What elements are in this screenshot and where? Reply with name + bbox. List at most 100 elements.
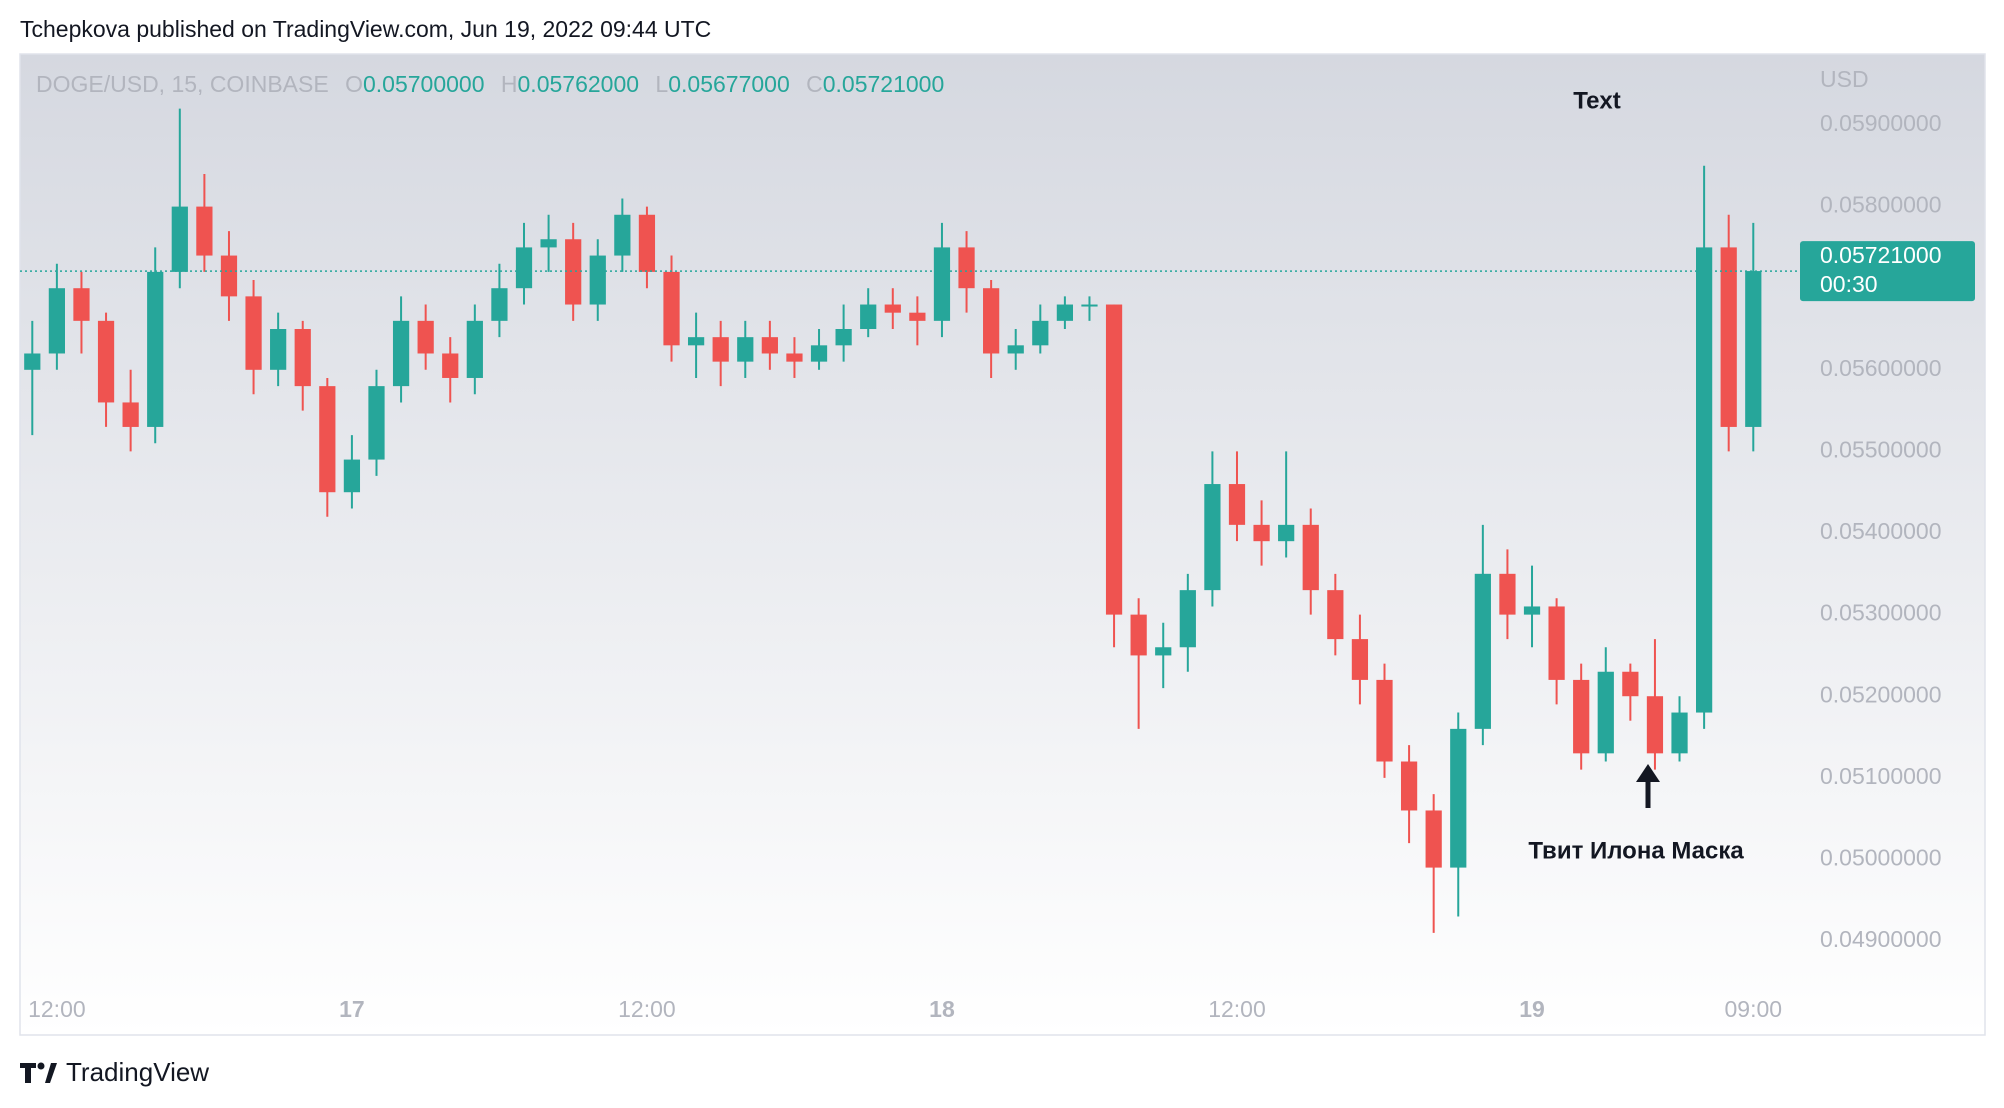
price-tag-countdown: 00:30 [1820, 271, 1878, 297]
candle-body [220, 255, 238, 297]
chart-frame [19, 53, 1986, 1036]
candle-body [1081, 304, 1098, 307]
candle-body [294, 329, 311, 387]
candle-body [958, 247, 975, 289]
candle-body [1302, 524, 1319, 591]
x-tick-label: 12:00 [618, 996, 676, 1022]
candle-body [1400, 761, 1418, 811]
annotation-arrow [1636, 764, 1660, 808]
candle-body [1007, 345, 1024, 354]
symbol: DOGE/USD, 15, COINBASE [36, 71, 329, 97]
candle-body [1671, 712, 1688, 754]
candle-body [860, 304, 877, 330]
y-tick-label: 0.05800000 [1820, 192, 1942, 218]
candle-body [122, 402, 139, 427]
candle-body [1130, 614, 1147, 656]
candle-body [786, 353, 803, 362]
candle-body [466, 320, 483, 378]
candle-body [196, 206, 213, 256]
candle-body [1597, 671, 1614, 754]
y-tick-label: 0.05600000 [1820, 355, 1942, 381]
candle-body [884, 304, 901, 313]
candle-body [491, 288, 508, 321]
price-tag [1800, 241, 1975, 302]
annotation: Text [1573, 87, 1621, 114]
candle-body [1376, 679, 1393, 762]
candle-body [1548, 606, 1565, 680]
candle-body [48, 288, 65, 354]
candle-body [810, 345, 828, 362]
byline: Tchepkova published on TradingView.com, … [20, 16, 711, 42]
candle-body [392, 320, 410, 387]
y-tick-label: 0.05200000 [1820, 681, 1942, 707]
brand-logo [20, 1062, 57, 1083]
candle-body [1696, 247, 1713, 713]
candle-body [761, 337, 778, 354]
y-tick-label: 0.05100000 [1820, 763, 1942, 789]
candle-body [147, 271, 164, 427]
candle-body [933, 247, 951, 321]
candle-body [1351, 639, 1369, 680]
candle-body [1745, 271, 1762, 427]
field-value: 0.05762000 [518, 71, 640, 97]
candle-body [1523, 606, 1541, 615]
candle-body [1720, 247, 1737, 427]
field-key: C [806, 71, 823, 97]
candle-body [1056, 304, 1074, 321]
candle-body [1327, 590, 1344, 640]
x-tick-label: 18 [929, 996, 955, 1022]
candle-body [270, 329, 287, 370]
field-key: O [345, 71, 363, 97]
candle-body [1228, 484, 1246, 525]
price-tag-value: 0.05721000 [1820, 242, 1942, 268]
brand: TradingView [66, 1057, 209, 1087]
field-key: H [501, 71, 518, 97]
candle-body [442, 353, 459, 378]
price-axis-label: USD [1820, 66, 1869, 92]
candle-body [638, 214, 656, 272]
candle-body [319, 386, 336, 493]
y-tick-label: 0.05900000 [1820, 110, 1942, 136]
x-tick-label: 12:00 [28, 996, 86, 1022]
candle-body [1105, 304, 1123, 615]
candle-body [1179, 590, 1196, 648]
y-tick-label: 0.05500000 [1820, 436, 1942, 462]
candle-body [663, 271, 680, 346]
candle-body [909, 312, 926, 321]
candle-body [97, 320, 115, 403]
candle-body [565, 239, 582, 305]
candle-body [245, 296, 262, 370]
annotation: Твит Илона Маска [1528, 837, 1744, 864]
candle-body [835, 329, 852, 346]
candle-body [1646, 696, 1664, 754]
candle-body [737, 337, 754, 362]
candle-body [1573, 679, 1590, 754]
candle-body [1499, 573, 1516, 615]
candle-body [1278, 524, 1295, 542]
field-key: L [655, 71, 668, 97]
field-value: 0.05721000 [823, 71, 945, 97]
candle-body [1204, 484, 1221, 591]
x-tick-label: 19 [1519, 996, 1545, 1022]
candle-body [343, 459, 361, 493]
candle-body [1474, 573, 1491, 729]
candle-body [614, 214, 631, 256]
x-tick-label: 09:00 [1725, 996, 1783, 1022]
candle-body [1622, 671, 1639, 697]
candle-body [1425, 810, 1442, 868]
candle-body [1032, 320, 1049, 346]
field-value: 0.05700000 [363, 71, 485, 97]
y-tick-label: 0.04900000 [1820, 926, 1942, 952]
candle-body [687, 337, 705, 346]
candle-body [983, 288, 1000, 354]
ohlc-header: DOGE/USD, 15, COINBASE O0.05700000 H0.05… [36, 71, 944, 97]
candle-body [589, 255, 606, 305]
candle-body [540, 239, 557, 248]
candle-body [515, 247, 533, 289]
candle-body [24, 353, 41, 370]
candle-body [171, 206, 188, 272]
candle-body [1253, 524, 1270, 542]
candle-body [73, 288, 90, 321]
